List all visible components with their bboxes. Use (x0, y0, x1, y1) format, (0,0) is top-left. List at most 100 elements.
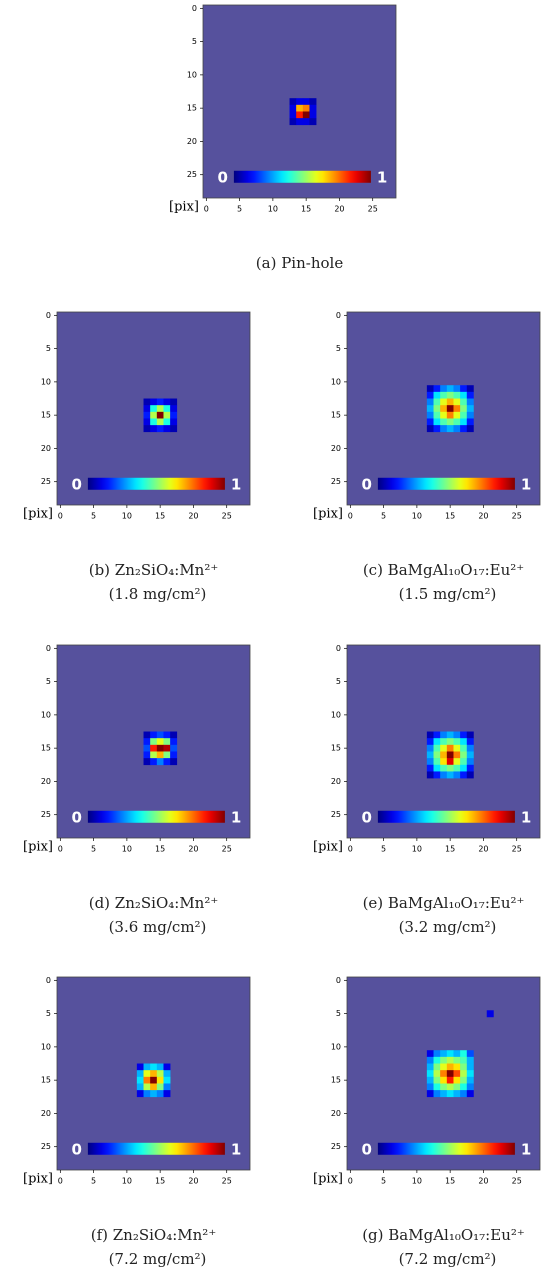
cell (170, 405, 177, 412)
cell (137, 1070, 144, 1077)
cell (460, 751, 467, 758)
colorbar-label: 1 (231, 808, 241, 826)
figure: 05101520250510152025[pix]01(a) Pin-hole0… (0, 0, 555, 1276)
cell (440, 1077, 447, 1084)
caption: (3.2 mg/cm²) (399, 918, 497, 936)
cell (427, 732, 434, 739)
colorbar-label: 1 (377, 168, 387, 186)
cell (150, 751, 157, 758)
cell (427, 425, 434, 432)
cell (157, 1083, 164, 1090)
cell (427, 745, 434, 752)
cell (447, 758, 454, 765)
x-tick-label: 0 (204, 205, 209, 214)
cell (447, 1050, 454, 1057)
cell (144, 732, 151, 739)
caption: (7.2 mg/cm²) (399, 1250, 497, 1268)
cell (296, 98, 303, 105)
cell (434, 738, 441, 745)
cell (427, 765, 434, 772)
caption: (a) Pin-hole (256, 254, 344, 272)
caption: (d) Zn₂SiO₄:Mn²⁺ (89, 894, 219, 912)
cell (427, 771, 434, 778)
x-tick-label: 15 (445, 845, 455, 854)
cell (460, 405, 467, 412)
colorbar-label: 1 (521, 1140, 531, 1158)
x-tick-label: 10 (412, 1177, 422, 1186)
cell (434, 1057, 441, 1064)
colorbar (88, 811, 225, 823)
cell (157, 1064, 164, 1071)
cell (434, 1090, 441, 1097)
cell (170, 732, 177, 739)
x-tick-label: 0 (348, 512, 353, 521)
cell (453, 1070, 460, 1077)
cell (303, 105, 310, 112)
cell (440, 405, 447, 412)
x-tick-label: 0 (58, 845, 63, 854)
cell (144, 425, 151, 432)
cell (440, 1050, 447, 1057)
cell (440, 418, 447, 425)
cell (447, 765, 454, 772)
y-tick-label: 5 (46, 344, 51, 353)
cell (467, 1070, 474, 1077)
cell (427, 1070, 434, 1077)
y-tick-label: 5 (46, 677, 51, 686)
cell (447, 1070, 454, 1077)
x-tick-label: 15 (155, 845, 165, 854)
cell (453, 418, 460, 425)
colorbar (88, 1143, 225, 1155)
cell (467, 405, 474, 412)
cell (440, 1070, 447, 1077)
cell (467, 425, 474, 432)
cell (427, 1090, 434, 1097)
cell (460, 412, 467, 419)
cell (434, 751, 441, 758)
cell (460, 1050, 467, 1057)
y-tick-label: 5 (46, 1009, 51, 1018)
y-tick-label: 25 (331, 1142, 341, 1151)
cell (163, 1090, 170, 1097)
cell (163, 412, 170, 419)
caption: (1.5 mg/cm²) (399, 585, 497, 603)
cell (453, 392, 460, 399)
cell (447, 1083, 454, 1090)
cell (467, 732, 474, 739)
cell (447, 392, 454, 399)
cell (453, 385, 460, 392)
y-tick-label: 0 (336, 644, 341, 653)
y-tick-label: 25 (331, 810, 341, 819)
y-tick-label: 20 (41, 777, 51, 786)
cell (157, 399, 164, 406)
cell (487, 1010, 494, 1017)
y-tick-label: 10 (41, 1042, 51, 1051)
cell (170, 412, 177, 419)
cell (150, 732, 157, 739)
x-tick-label: 5 (237, 205, 242, 214)
cell (453, 399, 460, 406)
axis-label: [pix] (23, 1172, 53, 1187)
cell (440, 738, 447, 745)
cell (467, 758, 474, 765)
colorbar-label: 1 (521, 808, 531, 826)
cell (460, 392, 467, 399)
y-tick-label: 15 (331, 744, 341, 753)
cell (163, 732, 170, 739)
cell (440, 1083, 447, 1090)
cell (467, 1090, 474, 1097)
x-tick-label: 20 (334, 205, 344, 214)
cell (460, 418, 467, 425)
cell (144, 1070, 151, 1077)
cell (144, 412, 151, 419)
cell (440, 771, 447, 778)
x-tick-label: 25 (512, 512, 522, 521)
cell (447, 751, 454, 758)
cell (163, 1077, 170, 1084)
cell (170, 399, 177, 406)
cell (144, 1077, 151, 1084)
y-tick-label: 25 (41, 477, 51, 486)
y-tick-label: 0 (336, 976, 341, 985)
x-tick-label: 5 (381, 845, 386, 854)
